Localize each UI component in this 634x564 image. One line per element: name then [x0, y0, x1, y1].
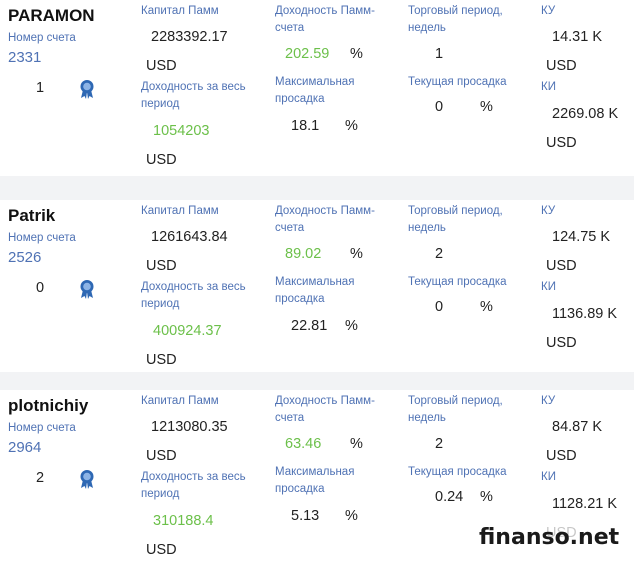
max-drawdown-label: Максимальная просадка: [275, 466, 355, 495]
current-drawdown-label: Текущая просадка: [408, 76, 507, 88]
current-drawdown-percent: %: [480, 489, 493, 505]
pamm-return-label: Доходность Памм-счета: [275, 395, 375, 424]
watermark-logo: finanso.net: [476, 524, 623, 552]
capital-currency: USD: [146, 258, 177, 274]
current-drawdown-value: 0: [435, 99, 444, 115]
trade-period-value: 2: [435, 436, 444, 452]
pamm-account-card: PARAMON Номер счета 2331 1 Капитал Памм …: [0, 0, 634, 176]
trade-period-value: 1: [435, 46, 444, 62]
trade-period-label: Торговый период, недель: [408, 395, 503, 424]
rank-value: 2: [36, 470, 45, 486]
account-name[interactable]: plotnichiy: [8, 396, 89, 415]
capital-label: Капитал Памм: [141, 395, 219, 407]
account-number-link[interactable]: 2964: [8, 439, 42, 456]
ki-label: КИ: [541, 471, 556, 483]
max-drawdown-label: Максимальная просадка: [275, 76, 355, 105]
rank-value: 1: [36, 80, 45, 96]
capital-value: 1261643.84: [151, 229, 228, 245]
current-drawdown-percent: %: [480, 99, 493, 115]
ku-label: КУ: [541, 205, 556, 217]
ku-currency: USD: [546, 258, 577, 274]
ku-label: КУ: [541, 5, 556, 17]
total-return-currency: USD: [146, 152, 177, 168]
ku-value: 124.75 K: [552, 229, 611, 245]
total-return-value: 310188.4: [153, 513, 214, 529]
ku-currency: USD: [546, 448, 577, 464]
account-number-label: Номер счета: [8, 232, 76, 244]
capital-currency: USD: [146, 58, 177, 74]
capital-label: Капитал Памм: [141, 5, 219, 17]
account-number-link[interactable]: 2526: [8, 249, 42, 266]
ki-label: КИ: [541, 81, 556, 93]
pamm-return-percent: %: [350, 46, 363, 62]
current-drawdown-value: 0: [435, 299, 444, 315]
max-drawdown-value: 5.13: [291, 508, 320, 524]
pamm-return-value: 202.59: [285, 46, 330, 62]
account-name[interactable]: PARAMON: [8, 6, 95, 25]
account-number-label: Номер счета: [8, 422, 76, 434]
ki-value: 1136.89 K: [552, 306, 618, 322]
capital-value: 2283392.17: [151, 29, 228, 45]
pamm-return-value: 89.02: [285, 246, 322, 262]
max-drawdown-label: Максимальная просадка: [275, 276, 355, 305]
ku-currency: USD: [546, 58, 577, 74]
capital-value: 1213080.35: [151, 419, 228, 435]
account-name[interactable]: Patrik: [8, 206, 56, 225]
medal-icon: [80, 470, 94, 489]
ku-value: 14.31 K: [552, 29, 602, 45]
pamm-return-value: 63.46: [285, 436, 322, 452]
ki-currency: USD: [546, 135, 577, 151]
ki-currency: USD: [546, 335, 577, 351]
max-drawdown-value: 18.1: [291, 118, 320, 134]
ku-value: 84.87 K: [552, 419, 602, 435]
ki-label: КИ: [541, 281, 556, 293]
current-drawdown-label: Текущая просадка: [408, 276, 507, 288]
pamm-return-percent: %: [350, 436, 363, 452]
medal-icon: [80, 80, 94, 99]
pamm-return-label: Доходность Памм-счета: [275, 205, 375, 234]
max-drawdown-percent: %: [345, 508, 358, 524]
total-return-currency: USD: [146, 352, 177, 368]
rank-value: 0: [36, 280, 45, 296]
total-return-label: Доходность за весь период: [141, 281, 246, 310]
total-return-value: 400924.37: [153, 323, 222, 339]
total-return-label: Доходность за весь период: [141, 81, 246, 110]
current-drawdown-value: 0.24: [435, 489, 464, 505]
medal-icon: [80, 280, 94, 299]
total-return-label: Доходность за весь период: [141, 471, 246, 500]
ki-value: 1128.21 K: [552, 496, 618, 512]
max-drawdown-percent: %: [345, 318, 358, 334]
total-return-currency: USD: [146, 542, 177, 558]
trade-period-value: 2: [435, 246, 444, 262]
current-drawdown-percent: %: [480, 299, 493, 315]
account-number-link[interactable]: 2331: [8, 49, 42, 66]
account-number-label: Номер счета: [8, 32, 76, 44]
trade-period-label: Торговый период, недель: [408, 205, 503, 234]
capital-currency: USD: [146, 448, 177, 464]
capital-label: Капитал Памм: [141, 205, 219, 217]
ku-label: КУ: [541, 395, 556, 407]
current-drawdown-label: Текущая просадка: [408, 466, 507, 478]
max-drawdown-value: 22.81: [291, 318, 328, 334]
trade-period-label: Торговый период, недель: [408, 5, 503, 34]
max-drawdown-percent: %: [345, 118, 358, 134]
pamm-account-card: Patrik Номер счета 2526 0 Капитал Памм 1…: [0, 200, 634, 372]
pamm-return-label: Доходность Памм-счета: [275, 5, 375, 34]
ki-value: 2269.08 K: [552, 106, 619, 122]
pamm-return-percent: %: [350, 246, 363, 262]
total-return-value: 1054203: [153, 123, 210, 139]
